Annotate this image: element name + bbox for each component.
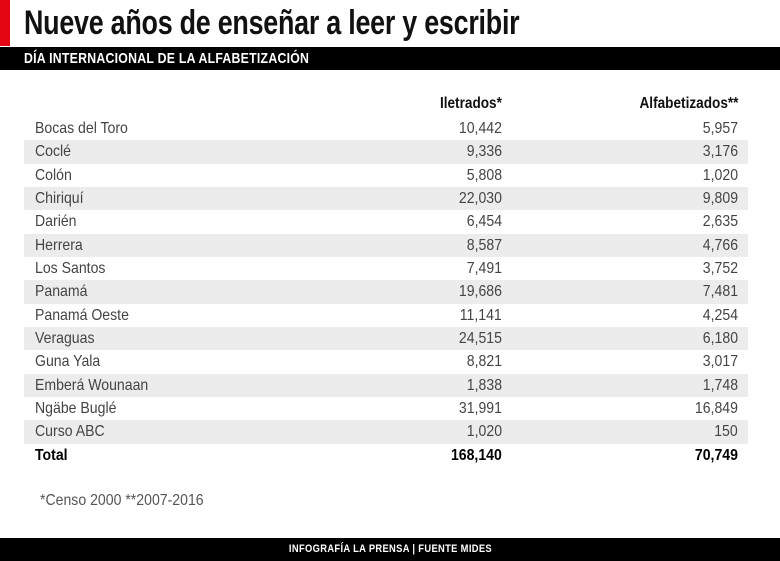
footer-credit: INFOGRAFÍA LA PRENSA | FUENTE MIDES — [288, 543, 492, 555]
region-cell: Herrera — [35, 236, 83, 254]
iletrados-cell: 8,587 — [466, 236, 502, 254]
region-cell: Total — [35, 446, 68, 464]
accent-bar — [0, 0, 10, 46]
table-row: Curso ABC 1,020 150 — [24, 420, 748, 444]
iletrados-cell: 5,808 — [466, 166, 502, 184]
alfabetizados-cell: 4,254 — [702, 306, 738, 324]
column-header-iletrados: Iletrados* — [440, 95, 502, 112]
iletrados-cell: 9,336 — [466, 143, 502, 161]
table-row: Los Santos 7,491 3,752 — [24, 257, 748, 280]
footnote: *Censo 2000 **2007-2016 — [40, 492, 204, 509]
region-cell: Darién — [35, 213, 77, 231]
alfabetizados-cell: 3,017 — [702, 353, 738, 371]
alfabetizados-cell: 2,635 — [702, 213, 738, 231]
region-cell: Panamá Oeste — [35, 306, 129, 324]
alfabetizados-cell: 1,748 — [702, 376, 738, 394]
alfabetizados-cell: 3,176 — [702, 143, 738, 161]
table-row: Herrera 8,587 4,766 — [24, 233, 748, 258]
table-row: Ngäbe Buglé 31,991 16,849 — [24, 397, 748, 420]
alfabetizados-cell: 5,957 — [702, 120, 738, 137]
region-cell: Curso ABC — [35, 423, 105, 441]
alfabetizados-cell: 6,180 — [702, 330, 738, 348]
iletrados-cell: 19,686 — [458, 283, 502, 301]
iletrados-cell: 11,141 — [459, 306, 502, 324]
region-cell: Colón — [35, 166, 72, 184]
table-row: Darién 6,454 2,635 — [24, 210, 748, 233]
region-cell: Ngäbe Buglé — [35, 400, 117, 418]
table-header: Iletrados* Alfabetizados** — [24, 93, 748, 117]
table-row: Panamá 19,686 7,481 — [24, 280, 748, 304]
iletrados-cell: 1,838 — [466, 376, 502, 394]
table-row: Guna Yala 8,821 3,017 — [24, 350, 748, 373]
alfabetizados-cell: 4,766 — [702, 236, 738, 254]
iletrados-cell: 22,030 — [458, 190, 502, 208]
region-cell: Guna Yala — [35, 353, 101, 371]
alfabetizados-cell: 150 — [714, 423, 738, 441]
table-row: Bocas del Toro 10,442 5,957 — [24, 117, 748, 140]
iletrados-cell: 31,991 — [458, 400, 502, 418]
iletrados-cell: 1,020 — [466, 423, 502, 441]
iletrados-cell: 7,491 — [466, 260, 502, 278]
alfabetizados-cell: 1,020 — [702, 166, 738, 184]
data-table: Iletrados* Alfabetizados** Bocas del Tor… — [24, 93, 748, 467]
region-cell: Panamá — [35, 283, 88, 301]
region-cell: Bocas del Toro — [35, 120, 128, 137]
alfabetizados-cell: 9,809 — [702, 190, 738, 208]
alfabetizados-cell: 70,749 — [694, 446, 738, 464]
total-row: Total 168,140 70,749 — [24, 444, 748, 467]
subtitle-bar: DÍA INTERNACIONAL DE LA ALFABETIZACIÓN — [0, 47, 780, 70]
footer-bar: INFOGRAFÍA LA PRENSA | FUENTE MIDES — [0, 538, 780, 561]
table-row: Colón 5,808 1,020 — [24, 164, 748, 187]
alfabetizados-cell: 16,849 — [694, 400, 738, 418]
region-cell: Chiriquí — [35, 190, 84, 208]
iletrados-cell: 8,821 — [466, 353, 502, 371]
region-cell: Los Santos — [35, 260, 106, 278]
column-header-alfabetizados: Alfabetizados** — [639, 95, 738, 112]
alfabetizados-cell: 3,752 — [702, 260, 738, 278]
table-row: Veraguas 24,515 6,180 — [24, 327, 748, 351]
iletrados-cell: 168,140 — [451, 446, 502, 464]
iletrados-cell: 24,515 — [458, 330, 502, 348]
page-title: Nueve años de enseñar a leer y escribir — [24, 4, 520, 42]
region-cell: Coclé — [35, 143, 71, 161]
table-row: Panamá Oeste 11,141 4,254 — [24, 304, 748, 327]
table-row: Emberá Wounaan 1,838 1,748 — [24, 373, 748, 398]
iletrados-cell: 10,442 — [458, 120, 502, 137]
alfabetizados-cell: 7,481 — [702, 283, 738, 301]
table-row: Coclé 9,336 3,176 — [24, 140, 748, 164]
iletrados-cell: 6,454 — [466, 213, 502, 231]
region-cell: Veraguas — [35, 330, 95, 348]
table-row: Chiriquí 22,030 9,809 — [24, 187, 748, 211]
region-cell: Emberá Wounaan — [35, 376, 149, 394]
subtitle: DÍA INTERNACIONAL DE LA ALFABETIZACIÓN — [24, 50, 310, 67]
